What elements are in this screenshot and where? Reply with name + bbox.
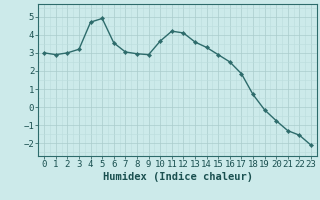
X-axis label: Humidex (Indice chaleur): Humidex (Indice chaleur) [103, 172, 252, 182]
